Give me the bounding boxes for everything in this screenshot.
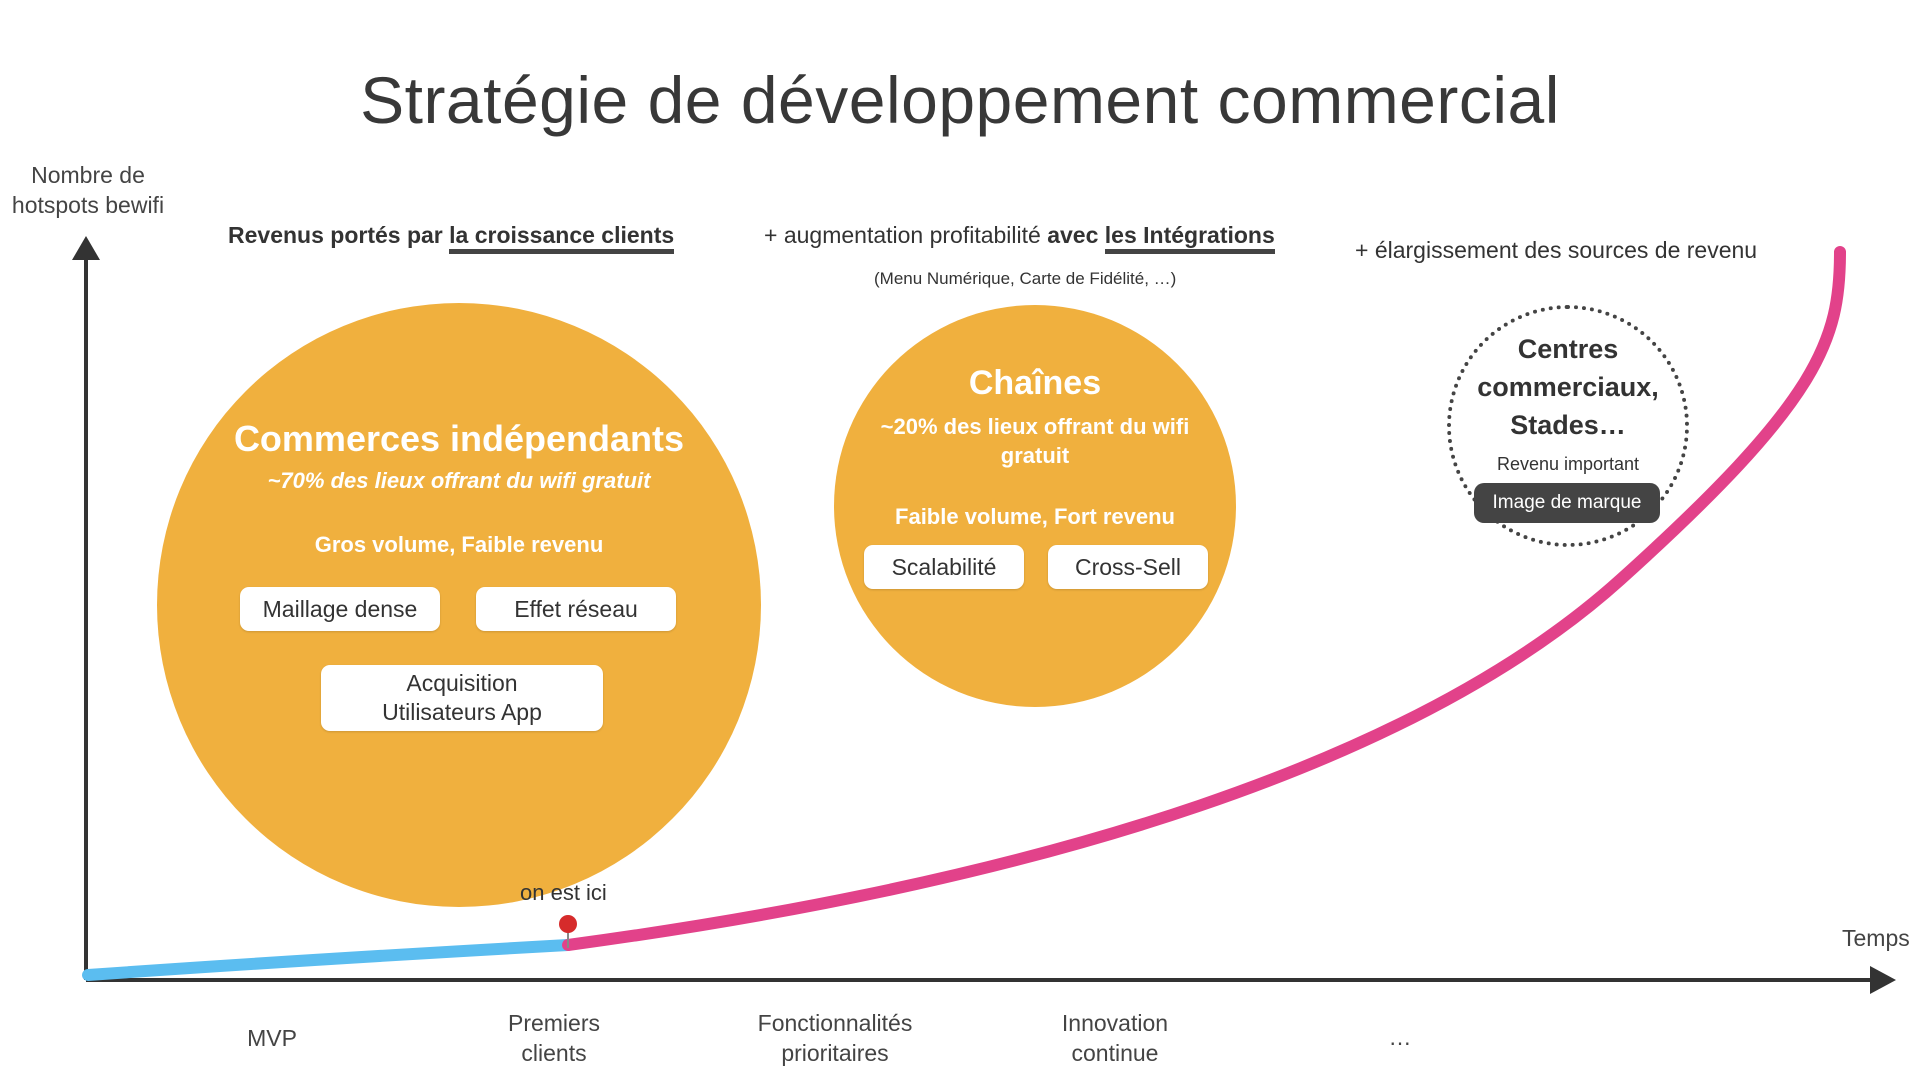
segment-title: Commerces indépendants xyxy=(233,418,685,459)
milestone-label: Innovation continue xyxy=(1061,1010,1169,1066)
phase-1-header-highlight: la croissance clients xyxy=(449,222,675,254)
phase-1-header: Revenus portés par la croissance clients xyxy=(228,222,675,254)
phase-1-header-prefix: Revenus portés par xyxy=(228,222,443,248)
milestone-label: … xyxy=(1388,1024,1412,1050)
milestone-label: MVP xyxy=(247,1025,297,1051)
milestone-label: Fonctionnalités prioritaires xyxy=(757,1010,913,1066)
segment-subtitle: ~20% des lieux offrant du wifi gratuit xyxy=(880,414,1190,468)
segment-circle-large-venues xyxy=(1447,305,1689,547)
segment-badge: Image de marque xyxy=(1474,483,1660,523)
y-axis-arrow xyxy=(72,236,100,260)
segment-subtitle: ~70% des lieux offrant du wifi gratuit xyxy=(267,468,651,493)
marker-pin-icon xyxy=(559,915,577,933)
segment-circle-chains xyxy=(834,305,1236,707)
phase-2-header-plain: + augmentation profitabilité xyxy=(764,222,1048,248)
segment-subtitle: Revenu important xyxy=(1496,454,1640,474)
phase-2-header-highlight: les Intégrations xyxy=(1104,222,1275,254)
tag-pill: Maillage dense xyxy=(240,587,440,631)
page-title: Stratégie de développement commercial xyxy=(360,63,1560,137)
tag-pill: Effet réseau xyxy=(476,587,676,631)
x-axis-arrow xyxy=(1870,966,1896,994)
growth-curve-future xyxy=(562,246,1846,951)
segment-volume: Faible volume, Fort revenu xyxy=(895,504,1175,529)
phase-3-header: + élargissement des sources de revenu xyxy=(1355,237,1758,263)
phase-2-note: (Menu Numérique, Carte de Fidélité, …) xyxy=(874,269,1177,288)
segment-title: Chaînes xyxy=(968,364,1102,402)
y-axis-label: Nombre de hotspots bewifi xyxy=(11,162,165,218)
segment-title: Centres commerciaux, Stades… xyxy=(1477,334,1659,440)
segment-volume: Gros volume, Faible revenu xyxy=(314,532,604,557)
current-position-label: on est ici xyxy=(520,880,607,905)
tag-pill: Scalabilité xyxy=(864,545,1024,589)
milestone-label: Premiers clients xyxy=(507,1010,600,1066)
x-axis-label: Temps xyxy=(1842,925,1910,951)
tag-pill: Acquisition Utilisateurs App xyxy=(321,665,603,731)
phase-2-header-prefix: avec xyxy=(1047,222,1099,248)
tag-pill: Cross-Sell xyxy=(1048,545,1208,589)
growth-curve-past xyxy=(82,939,574,981)
phase-2-header: + augmentation profitabilité avec les In… xyxy=(764,222,1275,254)
